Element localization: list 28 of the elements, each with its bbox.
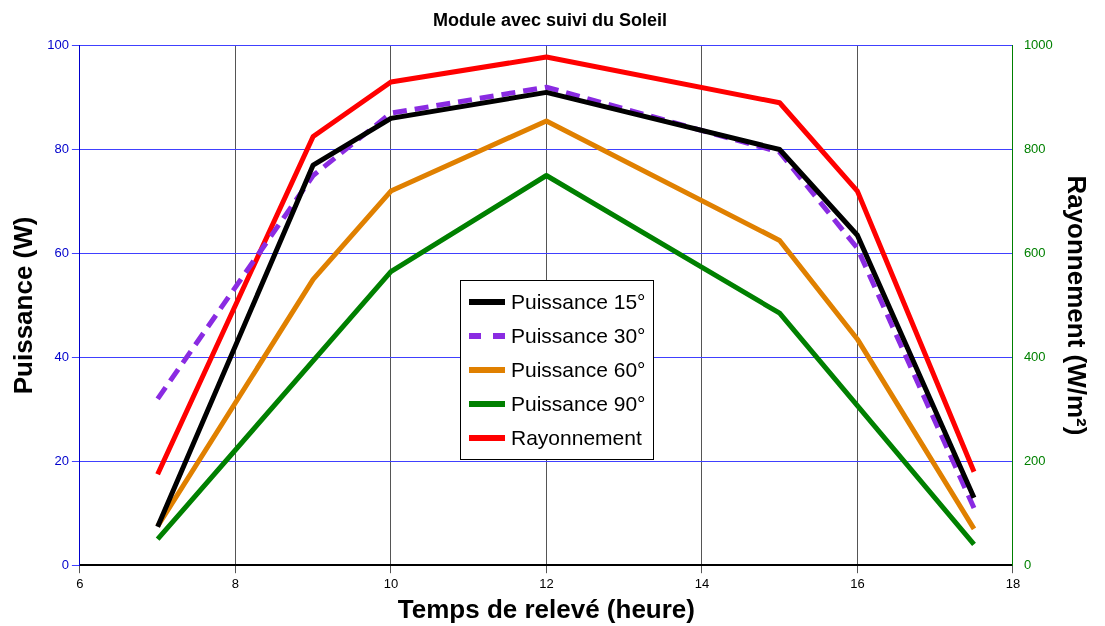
x-tick-label: 10 xyxy=(383,575,399,591)
chart-title: Module avec suivi du Soleil xyxy=(432,9,668,30)
x-tick-label: 8 xyxy=(231,575,240,591)
y2-tick-label: 200 xyxy=(1023,452,1046,468)
legend-label: Puissance 60° xyxy=(511,358,646,382)
x-axis-title: Temps de relevé (heure) xyxy=(397,593,695,624)
y-tick-label: 100 xyxy=(47,37,69,53)
x-tick-label: 16 xyxy=(850,575,865,591)
y-tick-label: 20 xyxy=(54,452,69,468)
legend-label: Puissance 15° xyxy=(511,290,646,314)
y-tick-label: 40 xyxy=(54,348,69,364)
legend-label: Rayonnement xyxy=(511,426,642,450)
y2-axis-title: Rayonnement (W/m²) xyxy=(1062,175,1093,436)
y2-tick-label: 1000 xyxy=(1023,37,1053,53)
legend-label: Puissance 90° xyxy=(511,392,646,416)
x-tick-label: 12 xyxy=(539,575,554,591)
y2-tick-label: 600 xyxy=(1023,245,1046,261)
y-tick-label: 0 xyxy=(61,556,69,572)
y2-tick-label: 400 xyxy=(1023,348,1046,364)
x-tick-label: 18 xyxy=(1005,575,1021,591)
y2-tick-label: 0 xyxy=(1023,556,1032,572)
y-axis-title: Puissance (W) xyxy=(7,216,38,395)
y-tick-label: 80 xyxy=(54,141,69,157)
x-tick-label: 6 xyxy=(76,575,84,591)
y-tick-label: 60 xyxy=(54,245,69,261)
x-tick-label: 14 xyxy=(694,575,710,591)
legend-label: Puissance 30° xyxy=(511,324,646,348)
y2-tick-label: 800 xyxy=(1023,141,1046,157)
